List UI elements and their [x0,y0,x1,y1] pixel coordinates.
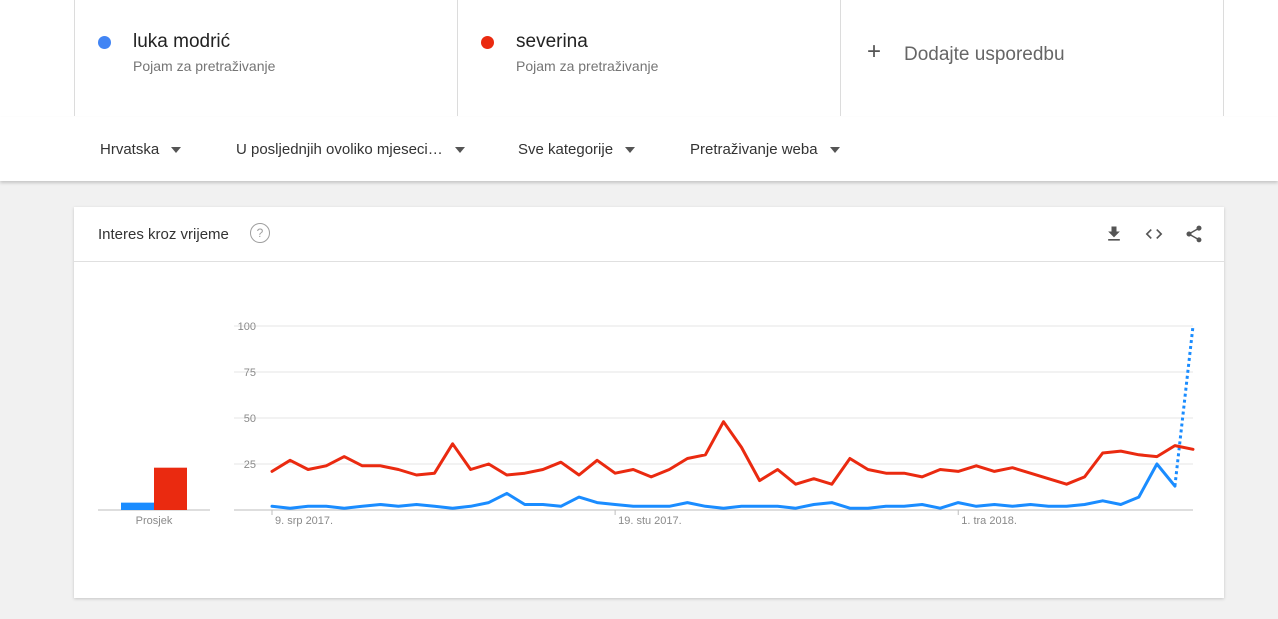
download-icon[interactable] [1104,224,1124,244]
term-name[interactable]: luka modrić [133,31,231,52]
region-dropdown[interactable]: Hrvatska [100,141,182,158]
help-icon[interactable]: ? [250,223,270,243]
time-range-dropdown[interactable]: U posljednjih ovoliko mjeseci… [236,141,465,158]
category-label: Sve kategorije [518,141,614,158]
term-color-dot [98,36,111,49]
y-tick-label: 50 [244,413,256,425]
interest-over-time-card: Interes kroz vrijeme ? 25 50 75 100 9. srp 2… [74,207,1224,598]
term-color-dot [481,36,494,49]
average-label: Prosjek [136,515,173,527]
series-line [270,462,1177,510]
average-bar [121,502,154,510]
caret-down-icon [171,147,182,154]
region-label: Hrvatska [100,141,160,158]
x-tick-label: 19. stu 2017. [618,515,682,527]
y-tick-label: 100 [238,321,256,333]
series-partial-line [1173,325,1195,487]
caret-down-icon [829,147,840,154]
term-card-2[interactable]: severina Pojam za pretraživanje [457,0,840,116]
search-type-label: Pretraživanje weba [690,141,818,158]
average-bar [154,467,187,510]
add-comparison-label: Dodajte usporedbu [904,44,1065,65]
term-subtitle: Pojam za pretraživanje [133,58,276,74]
search-type-dropdown[interactable]: Pretraživanje weba [690,141,840,158]
term-name[interactable]: severina [516,31,588,52]
search-terms-bar: luka modrić Pojam za pretraživanje sever… [0,0,1278,118]
category-dropdown[interactable]: Sve kategorije [518,141,636,158]
add-comparison-button[interactable]: + Dodajte usporedbu [840,0,1224,116]
term-subtitle: Pojam za pretraživanje [516,58,659,74]
plus-icon: + [867,38,882,65]
time-range-label: U posljednjih ovoliko mjeseci… [236,141,443,158]
x-tick-label: 9. srp 2017. [275,515,333,527]
interest-chart: 25 50 75 100 9. srp 2017. 19. stu 2017. 1. tra… [98,321,1195,527]
term-card-1[interactable]: luka modrić Pojam za pretraživanje [74,0,457,116]
caret-down-icon [454,147,465,154]
card-title: Interes kroz vrijeme [98,226,229,243]
embed-icon[interactable] [1144,224,1164,244]
caret-down-icon [625,147,636,154]
x-tick-label: 1. tra 2018. [961,515,1017,527]
share-icon[interactable] [1184,224,1204,244]
y-tick-label: 25 [244,459,256,471]
series-line [270,420,1195,486]
filter-bar: Hrvatska U posljednjih ovoliko mjeseci… … [0,117,1278,181]
y-tick-label: 75 [244,367,256,379]
card-header: Interes kroz vrijeme ? [74,207,1224,262]
